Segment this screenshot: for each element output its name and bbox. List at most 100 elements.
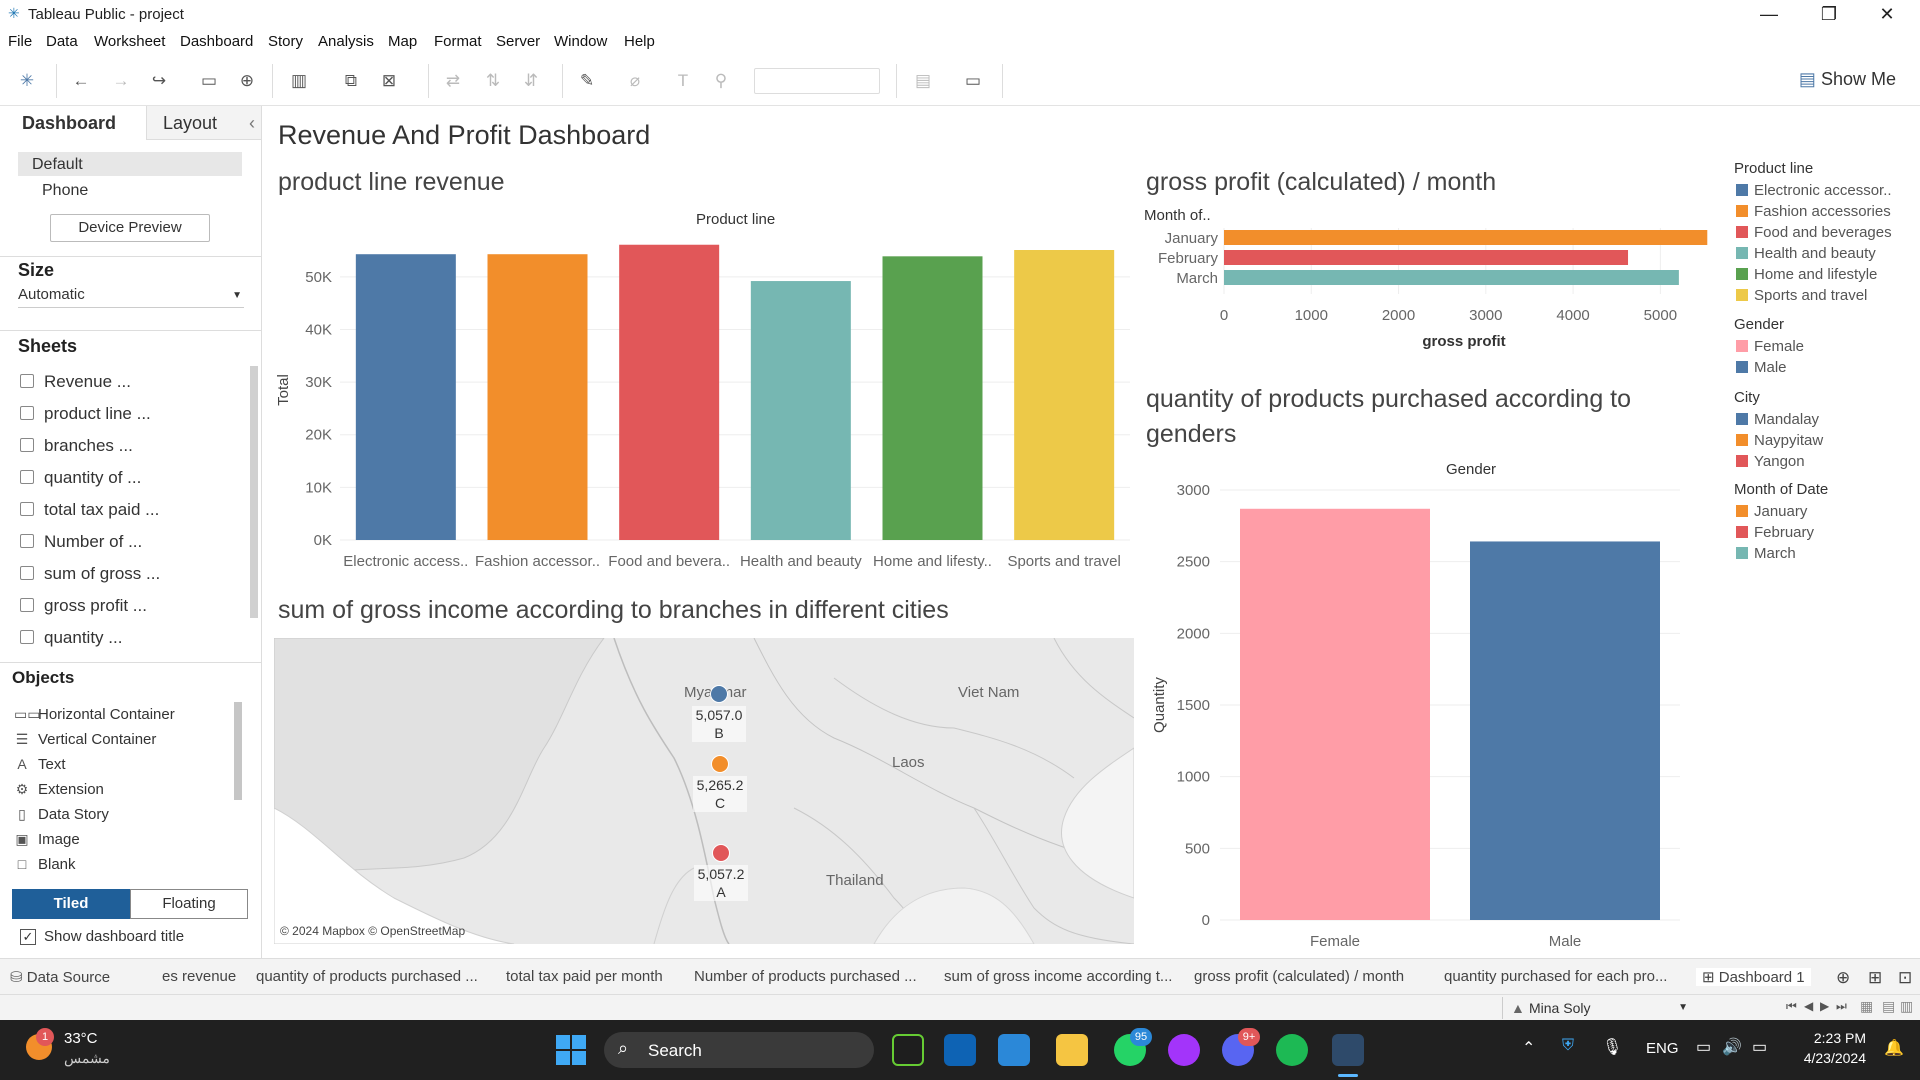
windows-start-icon[interactable] <box>556 1035 586 1065</box>
sheet-tab[interactable]: quantity purchased for each pro... <box>1444 968 1668 985</box>
security-icon[interactable]: ⛨ <box>1562 1037 1575 1054</box>
tab-layout[interactable]: Layout ‹ <box>146 106 261 140</box>
sheet-item[interactable]: total tax paid ... <box>20 500 159 520</box>
object-horizontal-container[interactable]: ▭▭Horizontal Container <box>14 706 175 723</box>
redo-icon[interactable]: → <box>112 71 130 90</box>
tab-dashboard-1[interactable]: ⊞ Dashboard 1 <box>1696 968 1811 986</box>
legend-item[interactable]: Home and lifestyle <box>1736 266 1877 283</box>
close-button[interactable]: ✕ <box>1879 4 1895 24</box>
menu-dashboard[interactable]: Dashboard <box>180 33 254 50</box>
map-point-a[interactable] <box>712 844 730 862</box>
duplicate-icon[interactable]: ⧉ <box>344 71 358 90</box>
sheet-item[interactable]: sum of gross ... <box>20 564 160 584</box>
group-icon[interactable]: ⌀ <box>629 71 641 90</box>
fit-dropdown[interactable] <box>754 68 880 94</box>
legend-item[interactable]: Health and beauty <box>1736 245 1876 262</box>
device-preview-button[interactable]: Device Preview <box>50 214 210 242</box>
branches-map[interactable]: Myanmar Viet Nam Laos Thailand 5,057.0B … <box>274 638 1134 944</box>
weather-temp[interactable]: 33°C <box>64 1030 98 1047</box>
object-text[interactable]: A Text <box>14 756 65 773</box>
sheet-tab[interactable]: sum of gross income according t... <box>944 968 1173 985</box>
sheet-item[interactable]: Number of ... <box>20 532 142 552</box>
map-point-b[interactable] <box>710 685 728 703</box>
filmstrip-icon[interactable]: ▥ <box>1900 998 1914 1014</box>
menu-server[interactable]: Server <box>496 33 541 50</box>
floating-button[interactable]: Floating <box>130 889 248 919</box>
nav-prev-icon[interactable]: ◀ <box>1804 999 1814 1013</box>
device-phone[interactable]: Phone <box>42 182 89 199</box>
legend-item[interactable]: Fashion accessories <box>1736 203 1891 220</box>
sheet-item[interactable]: quantity of ... <box>20 468 141 488</box>
device-default[interactable]: Default <box>18 152 242 176</box>
tab-data-source[interactable]: ⛁ Data Source <box>10 969 111 986</box>
clock-date[interactable]: 4/23/2024 <box>1803 1050 1866 1066</box>
legend-item[interactable]: Female <box>1736 338 1804 355</box>
edge-icon[interactable] <box>998 1034 1030 1066</box>
new-story-tab-icon[interactable]: ⊡ <box>1898 968 1913 987</box>
highlight-icon[interactable]: ✎ <box>579 71 595 90</box>
network-icon[interactable]: ▭ <box>1696 1039 1712 1056</box>
minimize-button[interactable]: — <box>1760 4 1778 24</box>
nav-next-icon[interactable]: ▶ <box>1820 999 1830 1013</box>
object-vertical-container[interactable]: ☰ Vertical Container <box>15 731 157 748</box>
object-blank[interactable]: □ Blank <box>14 856 76 873</box>
list-view-icon[interactable]: ▤ <box>1882 998 1896 1014</box>
legend-item[interactable]: Yangon <box>1736 453 1805 470</box>
new-worksheet-tab-icon[interactable]: ⊕ <box>1836 968 1851 987</box>
menu-file[interactable]: File <box>8 33 33 50</box>
sheet-tab[interactable]: total tax paid per month <box>506 968 663 985</box>
gross-profit-chart[interactable]: Month of.. 0 1000 2000 3000 4000 5000 January Fe… <box>1140 206 1710 350</box>
legend-item[interactable]: February <box>1736 524 1814 541</box>
menu-data[interactable]: Data <box>46 33 78 50</box>
map-point-c[interactable] <box>711 755 729 773</box>
replay-icon[interactable]: ↪ <box>151 71 167 90</box>
sheets-scrollbar[interactable] <box>250 366 258 618</box>
show-title-checkbox[interactable]: ✓ <box>20 929 36 945</box>
legend-item[interactable]: Mandalay <box>1736 411 1819 428</box>
menu-window[interactable]: Window <box>554 33 608 50</box>
save-icon[interactable]: ▭ <box>200 71 218 90</box>
notifications-icon[interactable]: 🔔 <box>1884 1040 1904 1057</box>
sheet-item[interactable]: Revenue ... <box>20 372 131 392</box>
menu-analysis[interactable]: Analysis <box>318 33 374 50</box>
user-menu[interactable]: ▲ Mina Soly ▼ <box>1502 997 1694 1019</box>
sheet-item[interactable]: quantity ... <box>20 628 122 648</box>
quantity-gender-chart[interactable]: 0 500 1000 1500 2000 2500 3000 Quantity Female Ma… <box>1140 476 1720 948</box>
language-indicator[interactable]: ENG <box>1646 1040 1679 1057</box>
undo-icon[interactable]: ← <box>72 71 90 90</box>
legend-item[interactable]: Sports and travel <box>1736 287 1867 304</box>
menu-worksheet[interactable]: Worksheet <box>94 33 166 50</box>
clear-sheet-icon[interactable]: ⊠ <box>381 71 397 90</box>
show-cards-icon[interactable]: ▤ <box>914 71 932 90</box>
spotify-icon[interactable] <box>1276 1034 1308 1066</box>
sort-desc-icon[interactable]: ⇵ <box>523 71 539 90</box>
sort-asc-icon[interactable]: ⇅ <box>485 71 501 90</box>
grid-view-icon[interactable]: ▦ <box>1860 998 1874 1014</box>
legend-item[interactable]: Naypyitaw <box>1736 432 1823 449</box>
label-icon[interactable]: T <box>677 71 689 90</box>
sheet-tab[interactable]: gross profit (calculated) / month <box>1194 968 1405 985</box>
microphone-icon[interactable]: 🎙 <box>1602 1039 1623 1056</box>
nav-first-icon[interactable]: ⏮ <box>1786 999 1797 1013</box>
taskbar-search[interactable]: ⌕ Search <box>604 1032 874 1068</box>
sheet-tab[interactable]: es revenue <box>162 968 237 985</box>
volume-icon[interactable]: 🔊 <box>1722 1039 1742 1056</box>
legend-item[interactable]: Male <box>1736 359 1787 376</box>
nav-last-icon[interactable]: ⏭ <box>1836 999 1847 1013</box>
tray-overflow-icon[interactable]: ⌃ <box>1522 1040 1536 1057</box>
new-dashboard-tab-icon[interactable]: ⊞ <box>1868 968 1883 987</box>
objects-scrollbar[interactable] <box>234 702 242 800</box>
swap-icon[interactable]: ⇄ <box>445 71 461 90</box>
legend-item[interactable]: March <box>1736 545 1796 562</box>
sheet-item[interactable]: branches ... <box>20 436 133 456</box>
battery-icon[interactable]: ▭ <box>1752 1039 1768 1056</box>
sheet-item[interactable]: product line ... <box>20 404 151 424</box>
legend-item[interactable]: Food and beverages <box>1736 224 1892 241</box>
new-worksheet-icon[interactable]: ▥ <box>290 71 308 90</box>
vscode-icon[interactable] <box>944 1034 976 1066</box>
legend-item[interactable]: January <box>1736 503 1807 520</box>
object-image[interactable]: ▣ Image <box>15 831 80 848</box>
file-explorer-icon[interactable] <box>1056 1034 1088 1066</box>
sheet-item[interactable]: gross profit ... <box>20 596 147 616</box>
presentation-icon[interactable]: ▭ <box>964 71 982 90</box>
